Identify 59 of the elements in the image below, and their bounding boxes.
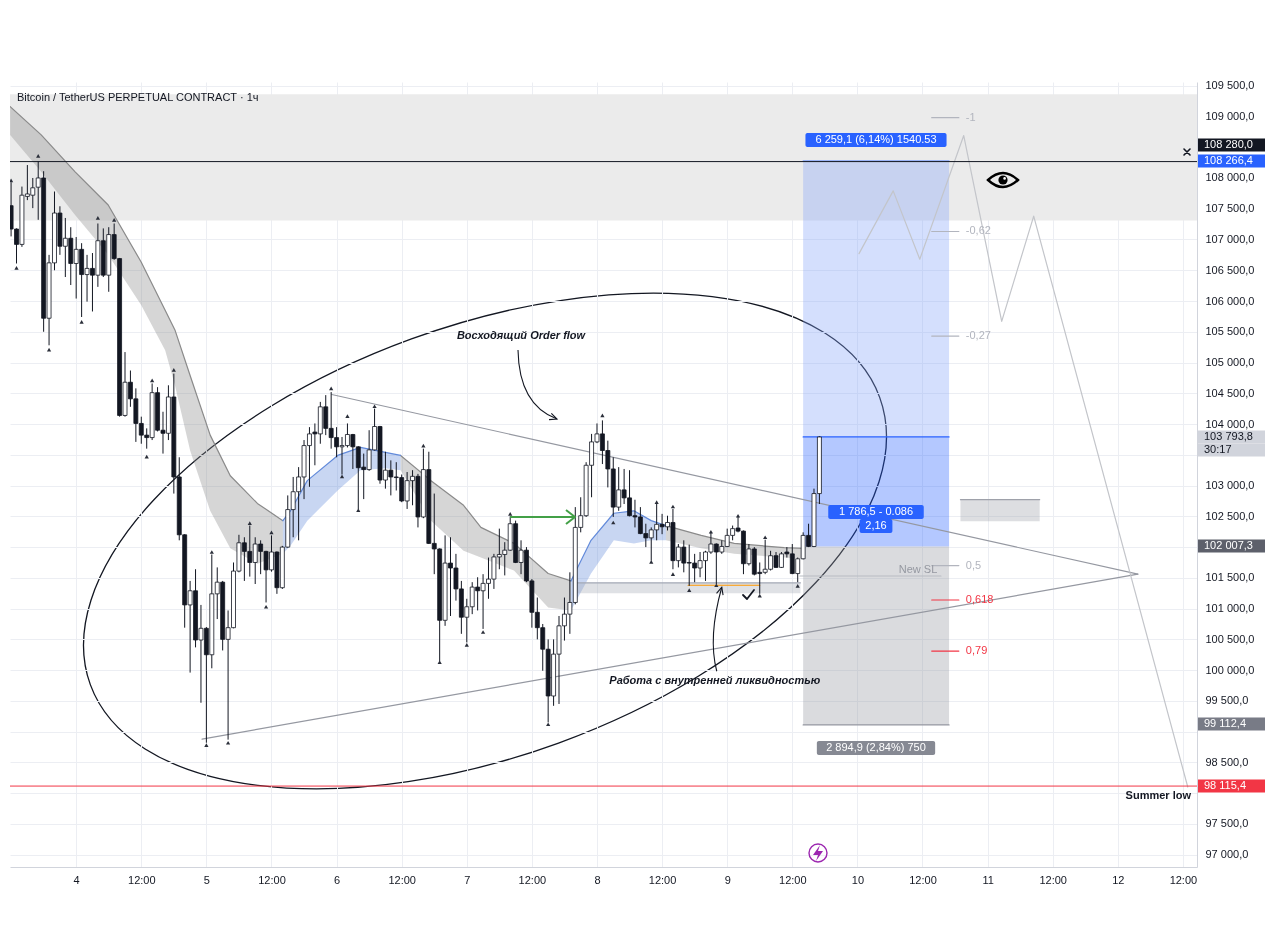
- y-tick-label: 102 500,0: [1205, 509, 1255, 522]
- y-tick-label: 101 000,0: [1205, 602, 1255, 615]
- y-tick-label: 108 000,0: [1205, 171, 1255, 184]
- y-tick-label: 105 500,0: [1205, 325, 1255, 338]
- y-tick-label: 104 000,0: [1205, 417, 1255, 430]
- x-tick-label: 12:00: [1169, 873, 1198, 886]
- x-tick-label: 7: [464, 873, 471, 886]
- text: 102 007,3: [1204, 539, 1253, 551]
- x-tick-label: 4: [73, 873, 80, 886]
- y-tick-label: 107 000,0: [1205, 232, 1255, 245]
- y-tick-label: 109 500,0: [1205, 79, 1255, 92]
- y-tick-label: 97 500,0: [1205, 817, 1249, 830]
- y-tick-label: 100 500,0: [1205, 632, 1255, 645]
- annotation: New SL: [898, 563, 938, 575]
- y-tick-label: 109 000,0: [1205, 109, 1255, 122]
- x-tick-label: 12:00: [518, 873, 547, 886]
- text: 98 115,4: [1204, 779, 1247, 791]
- x-tick-label: 12:00: [388, 873, 416, 886]
- x-tick-label: 5: [203, 873, 210, 886]
- x-tick-label: 12:00: [258, 873, 286, 886]
- y-tick-label: 105 000,0: [1205, 356, 1255, 369]
- text: Bitcoin / TetherUS PERPETUAL CONTRACT · 1ч: [17, 90, 259, 103]
- x-tick-label: 12:00: [648, 873, 677, 886]
- x-tick-label: 12:00: [909, 873, 937, 886]
- series-label: 0,79: [965, 644, 988, 657]
- series-label: -0,62: [965, 224, 991, 237]
- text: 30:17: [1204, 443, 1232, 455]
- x-tick-label: 6: [334, 873, 341, 886]
- x-tick-label: 12:00: [1039, 873, 1067, 886]
- series-label: 0,5: [965, 558, 982, 571]
- annotation: Восходящий Order flow: [456, 329, 587, 341]
- ref-line-label: Summer low: [1125, 789, 1192, 802]
- series-label: -0,27: [965, 329, 991, 342]
- x-tick-label: 12: [1112, 873, 1125, 886]
- x-tick-label: 10: [851, 873, 865, 886]
- y-tick-label: 100 000,0: [1205, 663, 1255, 676]
- x-tick-label: 9: [724, 873, 731, 886]
- y-tick-label: 99 500,0: [1205, 694, 1249, 707]
- annotation: 1 786,5 - 0.086: [838, 505, 914, 517]
- x-tick-label: 11: [982, 873, 994, 886]
- text: 99 112,4: [1204, 717, 1247, 729]
- y-tick-label: 106 000,0: [1205, 294, 1255, 307]
- y-tick-label: 107 500,0: [1205, 202, 1255, 215]
- y-tick-label: 106 500,0: [1205, 263, 1255, 276]
- y-tick-label: 97 000,0: [1205, 848, 1249, 861]
- annotation: 2,16: [865, 519, 887, 531]
- y-tick-label: 98 500,0: [1205, 755, 1249, 768]
- x-tick-label: 8: [594, 873, 601, 886]
- series-label: 0,618: [965, 593, 994, 605]
- y-tick-label: 104 500,0: [1205, 386, 1255, 399]
- y-tick-label: 101 500,0: [1205, 571, 1255, 584]
- annotation: 6 259,1 (6,14%) 1540.53: [815, 133, 937, 145]
- y-tick-label: 103 000,0: [1205, 479, 1255, 492]
- annotation: 2 894,9 (2,84%) 750: [826, 741, 926, 753]
- text: 108 280,0: [1204, 138, 1253, 150]
- x-tick-label: 12:00: [779, 873, 807, 886]
- text: 108 266,4: [1204, 154, 1253, 166]
- x-tick-label: 12:00: [128, 873, 156, 886]
- text: 103 793,8: [1204, 430, 1253, 442]
